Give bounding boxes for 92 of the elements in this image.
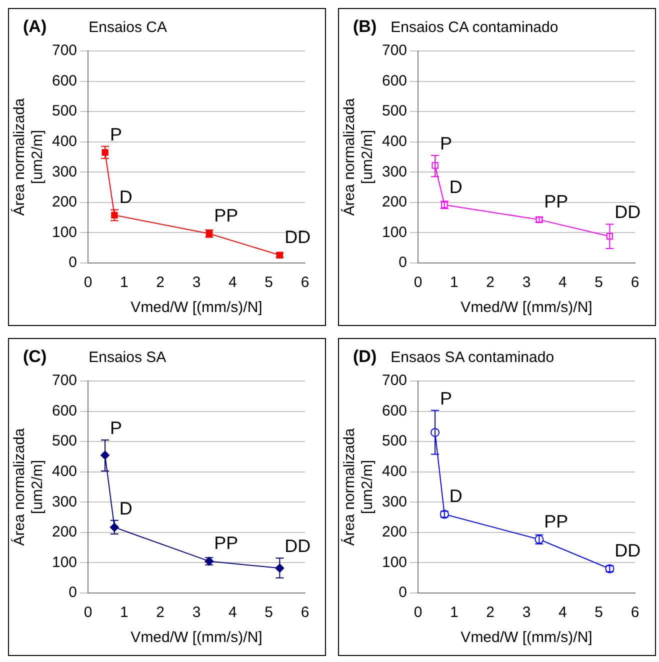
annotation: DD [284, 227, 311, 248]
text: (D) [353, 347, 377, 366]
annotation: P [110, 124, 122, 144]
y-axis-title: Área normalizada [um2/m] [340, 98, 376, 216]
x-tick-label: 2 [156, 274, 165, 292]
annotation: PP [214, 533, 238, 554]
y-tick-label: 300 [382, 163, 408, 180]
y-tick-label: 100 [382, 224, 408, 241]
x-tick-label: 5 [594, 274, 604, 292]
y-tick-label: 0 [68, 584, 78, 602]
text: (B) [353, 17, 377, 36]
y-tick-label: 700 [52, 372, 78, 390]
x-axis-title: Vmed/W [(mm/s)/N] [460, 299, 592, 316]
x-tick-label: 2 [156, 604, 165, 622]
y-tick-label: 600 [52, 402, 78, 420]
x-tick-label: 3 [522, 604, 531, 622]
y-tick-label: 200 [52, 524, 78, 541]
y-tick-label: 500 [382, 102, 408, 120]
annotation: PP [544, 192, 568, 212]
y-tick-label: 600 [52, 72, 78, 90]
x-tick-label: 4 [558, 604, 567, 622]
x-tick-label: 4 [558, 274, 567, 292]
chart-title: Ensaios CA [88, 19, 167, 36]
y-tick-label: 600 [382, 72, 408, 90]
y-tick-label: 400 [52, 463, 78, 480]
y-tick-label: 300 [382, 493, 408, 510]
y-tick-label: 300 [52, 493, 78, 510]
x-tick-label: 4 [228, 274, 237, 292]
y-tick-label: 200 [52, 194, 78, 211]
annotation: DD [614, 202, 641, 222]
y-tick-label: 600 [382, 402, 408, 420]
x-tick-label: 1 [120, 604, 128, 622]
x-axis-title: Vmed/W [(mm/s)/N] [460, 629, 592, 646]
y-axis-title: Área normalizada [um2/m] [10, 428, 46, 546]
y-tick-label: 500 [52, 432, 78, 450]
y-tick-label: 700 [382, 372, 408, 390]
annotation: P [440, 388, 452, 408]
y-tick-label: 0 [398, 584, 408, 602]
x-tick-label: 5 [594, 604, 604, 622]
x-tick-label: 6 [300, 604, 310, 622]
x-tick-label: 1 [450, 274, 458, 292]
x-tick-label: 5 [264, 274, 274, 292]
annotation: P [110, 418, 122, 438]
x-tick-label: 4 [228, 604, 237, 622]
annotation: D [449, 176, 462, 197]
text: (A) [23, 17, 47, 36]
x-tick-label: 0 [414, 274, 422, 292]
x-axis-title: Vmed/W [(mm/s)/N] [130, 299, 262, 316]
annotation: P [440, 133, 452, 154]
y-tick-label: 0 [398, 254, 408, 272]
x-axis-title: Vmed/W [(mm/s)/N] [130, 629, 262, 646]
text: (C) [23, 347, 47, 366]
x-tick-label: 3 [522, 274, 531, 292]
x-tick-label: 2 [486, 274, 495, 292]
y-tick-label: 400 [52, 133, 78, 150]
y-tick-label: 400 [382, 463, 408, 480]
x-tick-label: 0 [84, 274, 92, 292]
x-tick-label: 6 [300, 274, 310, 292]
y-tick-label: 100 [382, 554, 408, 571]
y-tick-label: 0 [68, 254, 78, 272]
annotation: D [449, 486, 462, 506]
y-tick-label: 200 [382, 524, 408, 541]
chart-title: Ensaos SA contaminado [390, 349, 554, 366]
y-axis-title: Área normalizada [um2/m] [10, 98, 46, 216]
x-tick-label: 2 [486, 604, 495, 622]
y-tick-label: 500 [52, 102, 78, 120]
chart-title: Ensaios CA contaminado [390, 19, 558, 36]
y-tick-label: 200 [382, 194, 408, 211]
y-tick-label: 400 [382, 133, 408, 150]
x-tick-label: 3 [192, 274, 201, 292]
x-tick-label: 3 [192, 604, 201, 622]
x-tick-label: 6 [630, 604, 640, 622]
y-tick-label: 300 [52, 163, 78, 180]
annotation: D [119, 498, 132, 518]
annotation: PP [214, 206, 238, 226]
x-tick-label: 1 [120, 274, 128, 292]
y-tick-label: 100 [52, 224, 78, 241]
annotation: DD [614, 540, 641, 561]
y-tick-label: 700 [382, 42, 408, 60]
x-tick-label: 5 [264, 604, 274, 622]
x-tick-label: 0 [414, 604, 422, 622]
y-axis-title: Área normalizada [um2/m] [340, 428, 376, 546]
x-tick-label: 6 [630, 274, 640, 292]
annotation: PP [544, 511, 568, 532]
annotation: D [119, 187, 132, 208]
x-tick-label: 1 [450, 604, 458, 622]
y-tick-label: 700 [52, 42, 78, 60]
x-tick-label: 0 [84, 604, 92, 622]
annotation: DD [284, 536, 311, 556]
y-tick-label: 500 [382, 432, 408, 450]
chart-title: Ensaios SA [88, 349, 166, 366]
y-tick-label: 100 [52, 554, 78, 571]
